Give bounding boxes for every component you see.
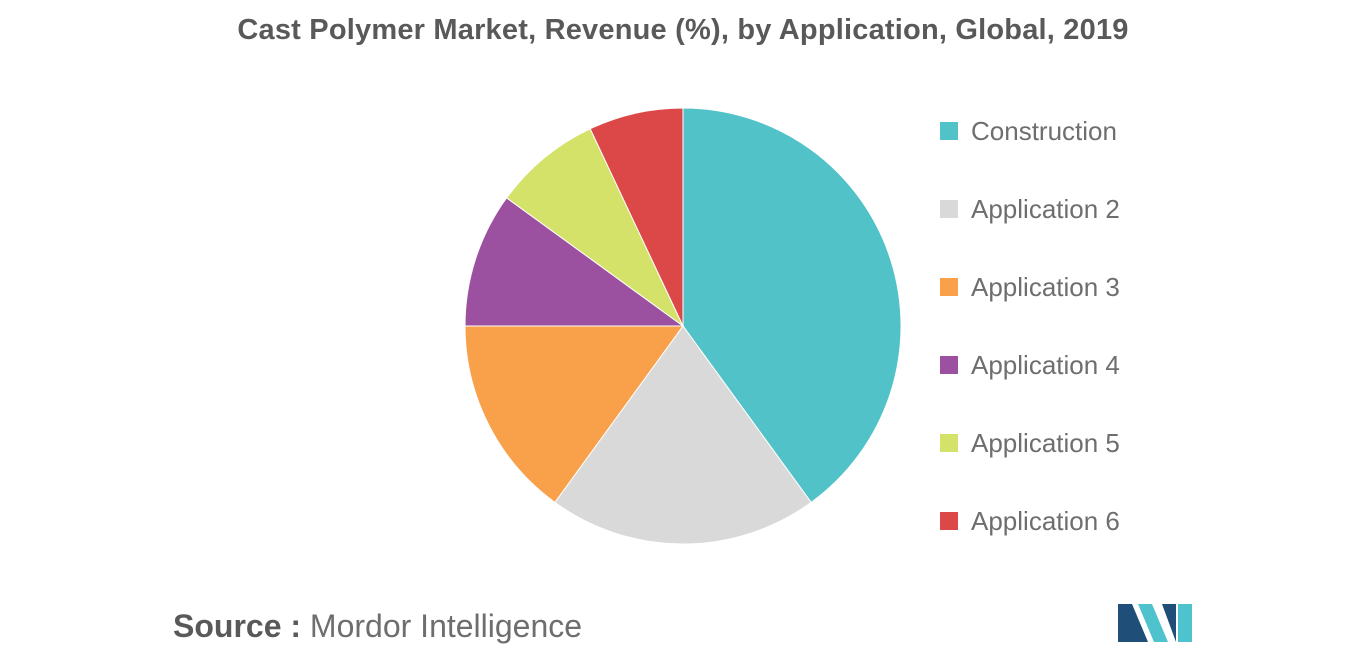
pie-slice-application-5 (505, 128, 684, 327)
pie-slice-application-6 (589, 107, 684, 327)
legend-label: Application 6 (971, 505, 1120, 536)
pie-slice-application-4 (464, 197, 685, 327)
chart-title: Cast Polymer Market, Revenue (%), by App… (237, 14, 1129, 46)
legend-label: Construction (971, 115, 1117, 146)
source-label: Source : (173, 608, 302, 644)
legend-item-application-5: Application 5 (940, 404, 1120, 482)
legend-swatch (940, 512, 958, 530)
chart-legend: Construction Application 2 Application 3… (940, 108, 1120, 560)
legend-item-application-4: Application 4 (940, 326, 1120, 404)
legend-item-application-6: Application 6 (940, 482, 1120, 560)
pie-slices (464, 107, 902, 545)
legend-swatch (940, 278, 958, 296)
legend-swatch (940, 200, 958, 218)
pie-slice-application-2 (554, 325, 812, 545)
source-text: Mordor Intelligence (309, 608, 583, 644)
mordor-intelligence-logo-icon (1118, 604, 1192, 642)
legend-label: Application 4 (971, 349, 1120, 380)
legend-item-application-2: Application 2 (940, 170, 1120, 248)
pie-slice-construction (682, 107, 902, 504)
source-note: Source : Mordor Intelligence (173, 608, 582, 645)
legend-swatch (940, 122, 958, 140)
legend-swatch (940, 434, 958, 452)
legend-swatch (940, 356, 958, 374)
legend-item-construction: Construction (940, 92, 1120, 170)
legend-label: Application 3 (971, 271, 1120, 302)
legend-label: Application 5 (971, 427, 1120, 458)
pie-slice-application-3 (464, 325, 684, 504)
legend-label: Application 2 (971, 193, 1120, 224)
legend-item-application-3: Application 3 (940, 248, 1120, 326)
